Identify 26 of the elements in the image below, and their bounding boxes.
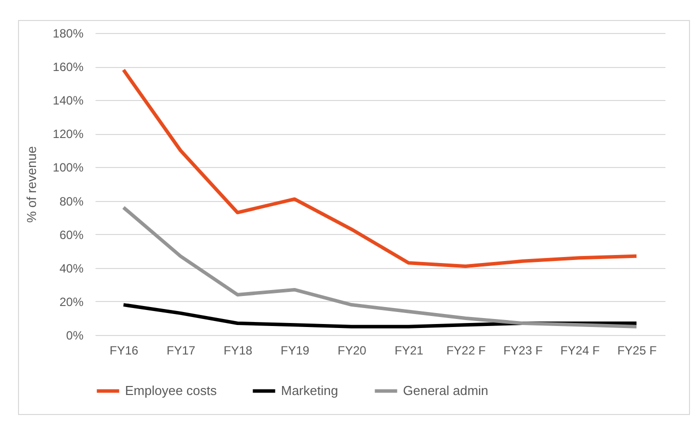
y-axis-title: % of revenue xyxy=(24,146,39,223)
y-tick-label: 160% xyxy=(52,60,84,74)
x-tick-label: FY22 F xyxy=(446,344,486,358)
y-tick-label: 0% xyxy=(66,328,84,342)
x-tick-label: FY20 xyxy=(338,344,367,358)
x-tick-label: FY21 xyxy=(394,344,424,358)
y-tick-label: 40% xyxy=(59,261,84,276)
x-tick-label: FY25 F xyxy=(617,344,657,358)
legend-label: General admin xyxy=(403,383,488,398)
line-series xyxy=(122,68,638,268)
y-tick-label: 60% xyxy=(59,228,84,242)
x-tick-label: FY19 xyxy=(280,344,310,358)
y-tick-label: 80% xyxy=(59,194,84,208)
x-tick-label: FY18 xyxy=(224,344,253,358)
legend-label: Marketing xyxy=(281,383,338,398)
y-tick-label: 20% xyxy=(59,294,84,309)
y-tick-label: 100% xyxy=(52,160,84,175)
x-tick-label: FY23 F xyxy=(503,344,543,358)
y-tick-label: 120% xyxy=(52,127,84,142)
y-tick-label: 180% xyxy=(52,26,84,40)
legend-label: Employee costs xyxy=(125,383,218,398)
x-tick-label: FY17 xyxy=(166,344,196,358)
x-tick-label: FY24 F xyxy=(560,344,600,358)
x-tick-label: FY16 xyxy=(110,344,139,358)
line-series xyxy=(122,206,638,328)
y-tick-label: 140% xyxy=(52,94,84,108)
